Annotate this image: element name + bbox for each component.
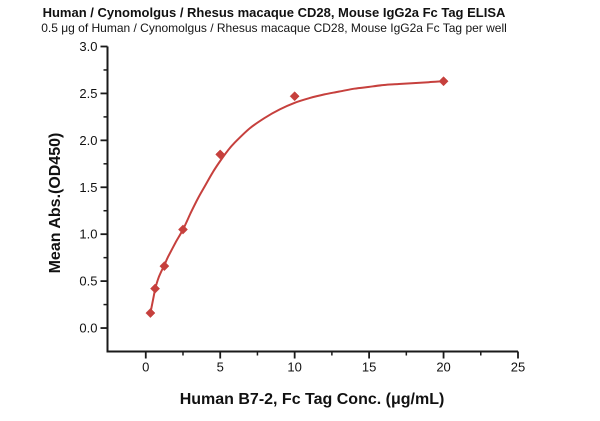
x-tick-label: 20 (436, 360, 450, 375)
y-tick-label: 0.0 (79, 321, 97, 336)
y-axis-title: Mean Abs.(OD450) (47, 133, 64, 274)
x-tick-label: 0 (142, 360, 149, 375)
x-tick-label: 10 (287, 360, 301, 375)
y-tick-label: 1.5 (79, 180, 97, 195)
x-tick-label: 25 (511, 360, 525, 375)
data-point-marker (215, 149, 226, 160)
x-axis-title: Human B7-2, Fc Tag Conc. (μg/mL) (180, 391, 445, 408)
fit-curve (149, 80, 445, 314)
data-point-marker (150, 283, 161, 294)
y-tick-label: 1.0 (79, 227, 97, 242)
data-point-marker (178, 224, 188, 235)
y-tick-label: 0.5 (79, 274, 97, 289)
data-point-marker (145, 308, 156, 318)
data-point-marker (289, 91, 300, 102)
y-tick-label: 3.0 (79, 39, 97, 54)
y-tick-label: 2.5 (79, 86, 97, 101)
data-point-marker (438, 76, 449, 87)
y-tick-label: 2.0 (79, 133, 97, 148)
data-point-marker (159, 261, 170, 272)
x-tick-label: 5 (217, 360, 224, 375)
x-tick-label: 15 (362, 360, 376, 375)
